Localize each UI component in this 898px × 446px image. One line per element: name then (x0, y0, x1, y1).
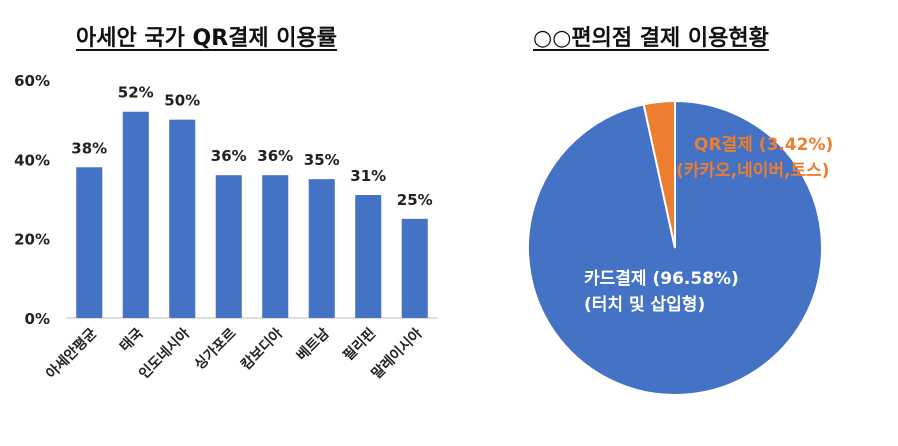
bar (308, 179, 335, 318)
bar (262, 175, 289, 318)
data-label: 36% (257, 147, 293, 165)
bar (169, 119, 196, 319)
data-label: 31% (350, 167, 386, 185)
x-tick-label: 캄보디아 (238, 325, 287, 374)
bar (215, 175, 242, 318)
x-tick-label: 태국 (117, 325, 147, 355)
slice-label: QR결제 (3.42%) (694, 135, 833, 155)
bar-chart: 0% 20% 40% 60% 38% 아세안평균 52% 태국 50% 인도네시아 36% 싱가포르 3… (14, 72, 438, 382)
x-tick-label: 싱가포르 (192, 325, 240, 373)
slice-sublabel: (터치 및 삽입형) (584, 294, 705, 315)
bar-chart-title: 아세안 국가 QR결제 이용률 (76, 26, 338, 51)
y-tick-label: 20% (14, 231, 50, 249)
data-label: 52% (118, 84, 154, 102)
bar (122, 111, 149, 318)
bar (401, 218, 428, 318)
y-tick-label: 40% (14, 151, 50, 169)
data-label: 50% (164, 92, 200, 110)
x-tick-label: 필리핀 (340, 325, 379, 364)
pie-slice (642, 99, 676, 249)
data-label: 25% (397, 191, 433, 209)
slice-sublabel: (카카오,네이버,토스) (676, 161, 830, 181)
data-label: 36% (211, 147, 247, 165)
x-tick-label: 아세안평균 (43, 325, 101, 383)
y-tick-label: 60% (14, 72, 50, 90)
bar (355, 195, 382, 318)
x-tick-label: 인도네시아 (136, 325, 194, 383)
data-label: 38% (71, 139, 107, 157)
x-tick-label: 말레이시아 (368, 325, 426, 383)
pie-chart: 카드결제 (96.58%) (터치 및 삽입형) QR결제 (3.42%) (카카오,… (527, 99, 833, 396)
pie-chart-title: ○○편의점 결제 이용현황 (533, 26, 769, 51)
slice-label: 카드결제 (96.58%) (584, 269, 739, 289)
y-tick-label: 0% (25, 310, 50, 328)
data-label: 35% (304, 151, 340, 169)
x-tick-label: 베트남 (293, 325, 332, 364)
bar (76, 167, 103, 318)
